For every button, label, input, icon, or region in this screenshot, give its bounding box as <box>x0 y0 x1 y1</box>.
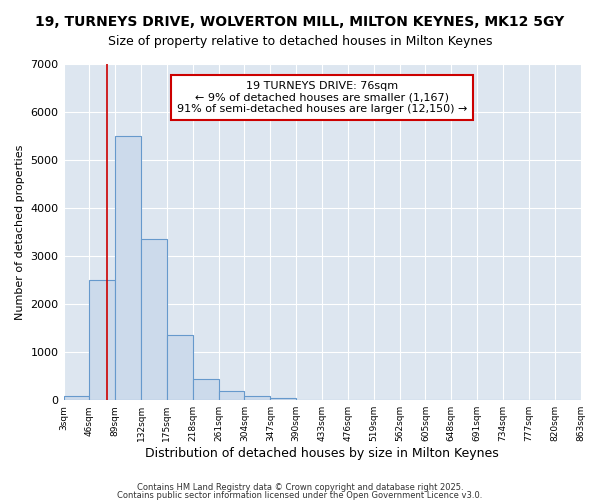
Bar <box>244 396 271 400</box>
Bar <box>64 396 89 400</box>
Text: Contains HM Land Registry data © Crown copyright and database right 2025.: Contains HM Land Registry data © Crown c… <box>137 483 463 492</box>
Bar <box>115 136 141 400</box>
Text: 19, TURNEYS DRIVE, WOLVERTON MILL, MILTON KEYNES, MK12 5GY: 19, TURNEYS DRIVE, WOLVERTON MILL, MILTO… <box>35 15 565 29</box>
Text: Contains public sector information licensed under the Open Government Licence v3: Contains public sector information licen… <box>118 490 482 500</box>
Bar <box>271 398 296 400</box>
X-axis label: Distribution of detached houses by size in Milton Keynes: Distribution of detached houses by size … <box>145 447 499 460</box>
Text: Size of property relative to detached houses in Milton Keynes: Size of property relative to detached ho… <box>108 35 492 48</box>
Text: 19 TURNEYS DRIVE: 76sqm
← 9% of detached houses are smaller (1,167)
91% of semi-: 19 TURNEYS DRIVE: 76sqm ← 9% of detached… <box>177 81 467 114</box>
Bar <box>193 378 218 400</box>
Bar <box>89 280 115 400</box>
Bar <box>167 336 193 400</box>
Y-axis label: Number of detached properties: Number of detached properties <box>15 144 25 320</box>
Bar <box>141 240 167 400</box>
Bar <box>218 390 244 400</box>
